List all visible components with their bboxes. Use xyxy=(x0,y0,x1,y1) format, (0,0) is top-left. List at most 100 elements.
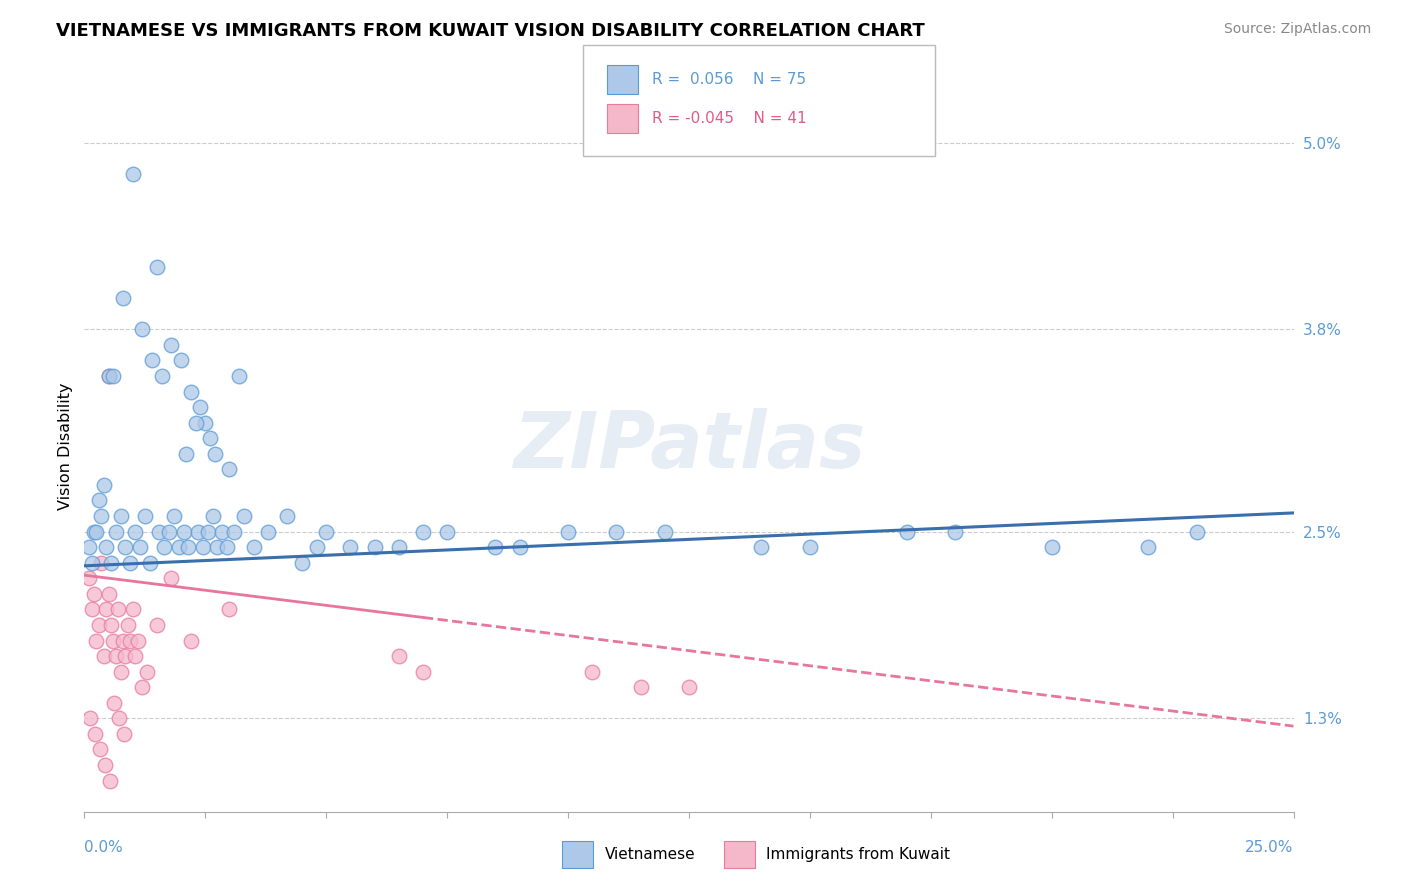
Point xyxy=(77,571,100,585)
Point xyxy=(83,587,105,601)
Point xyxy=(557,524,579,539)
Point xyxy=(97,368,120,383)
Point xyxy=(114,649,136,664)
Point xyxy=(484,540,506,554)
Point xyxy=(97,368,120,383)
Point xyxy=(218,462,240,476)
Point xyxy=(100,618,122,632)
Point xyxy=(207,540,229,554)
Text: R =  0.056    N = 75: R = 0.056 N = 75 xyxy=(652,72,807,87)
Point xyxy=(108,711,131,725)
Point xyxy=(90,556,112,570)
Point xyxy=(134,509,156,524)
Point xyxy=(160,571,183,585)
Point xyxy=(94,602,117,616)
Point xyxy=(136,665,159,679)
Point xyxy=(110,665,132,679)
Point xyxy=(242,540,264,554)
Point xyxy=(120,556,142,570)
Point xyxy=(257,524,280,539)
Point xyxy=(100,556,122,570)
Point xyxy=(94,540,117,554)
Point xyxy=(146,260,169,274)
Point xyxy=(124,524,146,539)
Point xyxy=(190,400,212,414)
Point xyxy=(97,587,120,601)
Point xyxy=(197,524,219,539)
Point xyxy=(180,384,202,399)
Point xyxy=(218,602,240,616)
Text: R = -0.045    N = 41: R = -0.045 N = 41 xyxy=(652,112,807,126)
Point xyxy=(117,618,139,632)
Point xyxy=(896,524,918,539)
Y-axis label: Vision Disability: Vision Disability xyxy=(58,383,73,509)
Point xyxy=(204,447,226,461)
Point xyxy=(141,353,163,368)
Point xyxy=(153,540,176,554)
Text: Immigrants from Kuwait: Immigrants from Kuwait xyxy=(766,847,950,862)
Point xyxy=(112,633,135,648)
Point xyxy=(412,524,434,539)
Point xyxy=(90,509,112,524)
Point xyxy=(107,602,129,616)
Point xyxy=(163,509,186,524)
Point xyxy=(1040,540,1063,554)
Point xyxy=(112,727,135,741)
Text: VIETNAMESE VS IMMIGRANTS FROM KUWAIT VISION DISABILITY CORRELATION CHART: VIETNAMESE VS IMMIGRANTS FROM KUWAIT VIS… xyxy=(56,22,925,40)
Point xyxy=(157,524,180,539)
Point xyxy=(129,540,152,554)
Point xyxy=(943,524,966,539)
Text: 25.0%: 25.0% xyxy=(1246,839,1294,855)
Point xyxy=(363,540,385,554)
Point xyxy=(87,618,110,632)
Point xyxy=(160,338,183,352)
Point xyxy=(103,368,125,383)
Point xyxy=(305,540,328,554)
Point xyxy=(412,665,434,679)
Point xyxy=(114,540,136,554)
Point xyxy=(315,524,337,539)
Point xyxy=(104,524,127,539)
Point xyxy=(148,524,170,539)
Point xyxy=(138,556,160,570)
Point xyxy=(93,649,115,664)
Point xyxy=(509,540,531,554)
Point xyxy=(103,696,125,710)
Point xyxy=(124,649,146,664)
Point xyxy=(150,368,173,383)
Point xyxy=(110,509,132,524)
Point xyxy=(167,540,190,554)
Point xyxy=(112,291,135,305)
Point xyxy=(228,368,250,383)
Point xyxy=(170,353,193,368)
Point xyxy=(177,540,200,554)
Point xyxy=(201,509,224,524)
Point xyxy=(86,524,108,539)
Point xyxy=(93,478,115,492)
Point xyxy=(121,167,143,181)
Point xyxy=(1185,524,1208,539)
Text: ZIPatlas: ZIPatlas xyxy=(513,408,865,484)
Point xyxy=(233,509,256,524)
Point xyxy=(174,447,197,461)
Point xyxy=(388,540,411,554)
Point xyxy=(751,540,773,554)
Point xyxy=(388,649,411,664)
Point xyxy=(211,524,233,539)
Point xyxy=(98,773,121,788)
Point xyxy=(80,602,103,616)
Point xyxy=(84,727,107,741)
Point xyxy=(799,540,821,554)
Point xyxy=(224,524,246,539)
Point xyxy=(89,742,111,756)
Point xyxy=(131,322,153,336)
Point xyxy=(121,602,143,616)
Point xyxy=(1137,540,1160,554)
Point xyxy=(146,618,169,632)
Point xyxy=(120,633,142,648)
Point xyxy=(104,649,127,664)
Point xyxy=(276,509,298,524)
Point xyxy=(80,556,103,570)
Point xyxy=(678,680,700,694)
Text: 0.0%: 0.0% xyxy=(84,839,124,855)
